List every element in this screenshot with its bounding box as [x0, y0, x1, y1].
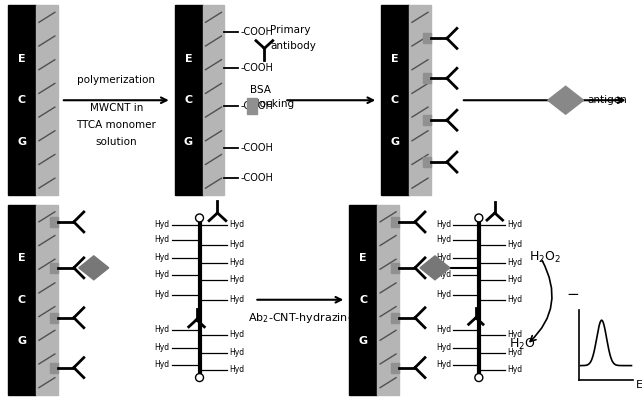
Text: Hyd: Hyd	[155, 235, 169, 244]
Bar	[423, 115, 431, 125]
Text: Hyd: Hyd	[229, 348, 245, 357]
Text: TTCA monomer: TTCA monomer	[76, 120, 156, 130]
Text: polymerization: polymerization	[77, 75, 155, 85]
Polygon shape	[420, 256, 450, 280]
Text: C: C	[18, 95, 26, 105]
Bar	[202, 6, 225, 195]
Bar	[50, 313, 58, 323]
Circle shape	[475, 214, 483, 222]
Text: Hyd: Hyd	[229, 275, 245, 284]
Text: E: E	[185, 54, 193, 64]
Text: E: E	[18, 54, 26, 64]
Circle shape	[196, 214, 204, 222]
Bar	[50, 263, 58, 273]
Text: -COOH: -COOH	[240, 173, 273, 183]
Text: Hyd: Hyd	[507, 275, 522, 284]
Text: -COOH: -COOH	[240, 27, 273, 37]
Text: C: C	[184, 95, 193, 105]
Bar	[50, 217, 58, 227]
Text: Hyd: Hyd	[229, 295, 245, 304]
Text: solution: solution	[96, 137, 137, 147]
Bar	[349, 205, 377, 394]
Text: Hyd: Hyd	[436, 254, 451, 262]
Text: Hyd: Hyd	[507, 348, 522, 357]
Bar	[8, 205, 36, 394]
Text: Hyd: Hyd	[507, 258, 522, 267]
Text: Hyd: Hyd	[507, 220, 522, 229]
Text: Hyd: Hyd	[229, 330, 245, 339]
Text: E: E	[18, 253, 26, 263]
Text: Hyd: Hyd	[507, 365, 522, 374]
Bar	[381, 6, 409, 195]
Text: Hyd: Hyd	[155, 290, 169, 299]
Text: BSA: BSA	[250, 85, 272, 95]
Bar	[50, 363, 58, 373]
Text: G: G	[17, 137, 26, 147]
Bar	[247, 98, 257, 114]
Bar	[391, 263, 399, 273]
Text: antigen: antigen	[587, 95, 627, 105]
Bar	[423, 73, 431, 83]
Bar	[391, 363, 399, 373]
Text: E: E	[391, 54, 399, 64]
Text: H$_2$O$_2$: H$_2$O$_2$	[529, 250, 560, 265]
Text: Ab$_2$-CNT-hydrazine: Ab$_2$-CNT-hydrazine	[248, 311, 356, 325]
Text: Hyd: Hyd	[229, 220, 245, 229]
Text: E: E	[360, 253, 367, 263]
Text: Hyd: Hyd	[155, 360, 169, 369]
Bar	[377, 205, 399, 394]
Text: E: E	[636, 380, 642, 390]
Text: Hyd: Hyd	[436, 220, 451, 229]
Text: Hyd: Hyd	[436, 343, 451, 352]
Text: −: −	[566, 287, 579, 302]
Bar	[391, 313, 399, 323]
Bar	[175, 6, 202, 195]
Text: Hyd: Hyd	[155, 325, 169, 334]
Text: Hyd: Hyd	[507, 240, 522, 250]
Text: Hyd: Hyd	[436, 290, 451, 299]
Bar	[36, 6, 58, 195]
Text: Hyd: Hyd	[229, 258, 245, 267]
Text: H$_2$O: H$_2$O	[508, 337, 535, 352]
Polygon shape	[79, 256, 108, 280]
Bar	[409, 6, 431, 195]
Text: C: C	[359, 295, 367, 305]
Text: Hyd: Hyd	[155, 254, 169, 262]
Bar	[423, 33, 431, 43]
Bar	[8, 6, 36, 195]
Text: G: G	[17, 336, 26, 346]
Text: blocking: blocking	[250, 99, 295, 109]
Text: -COOH: -COOH	[240, 63, 273, 73]
Text: G: G	[390, 137, 399, 147]
Bar	[391, 217, 399, 227]
Text: Hyd: Hyd	[436, 325, 451, 334]
Text: Hyd: Hyd	[155, 270, 169, 279]
Text: Hyd: Hyd	[436, 235, 451, 244]
Text: -COOH: -COOH	[240, 143, 273, 153]
Text: G: G	[184, 137, 193, 147]
Text: Hyd: Hyd	[436, 360, 451, 369]
Text: G: G	[359, 336, 368, 346]
Text: Hyd: Hyd	[507, 330, 522, 339]
Text: C: C	[391, 95, 399, 105]
Bar	[36, 205, 58, 394]
Text: Hyd: Hyd	[229, 240, 245, 250]
Text: C: C	[18, 295, 26, 305]
Text: Hyd: Hyd	[155, 220, 169, 229]
Text: antibody: antibody	[270, 41, 317, 51]
Text: Hyd: Hyd	[229, 365, 245, 374]
Text: Hyd: Hyd	[436, 270, 451, 279]
Text: Hyd: Hyd	[507, 295, 522, 304]
Circle shape	[196, 374, 204, 382]
Polygon shape	[548, 86, 584, 114]
Bar	[423, 157, 431, 167]
Text: Primary: Primary	[270, 25, 311, 35]
Text: -COOH: -COOH	[240, 101, 273, 111]
Text: MWCNT in: MWCNT in	[89, 103, 143, 113]
Text: Hyd: Hyd	[155, 343, 169, 352]
Circle shape	[475, 374, 483, 382]
